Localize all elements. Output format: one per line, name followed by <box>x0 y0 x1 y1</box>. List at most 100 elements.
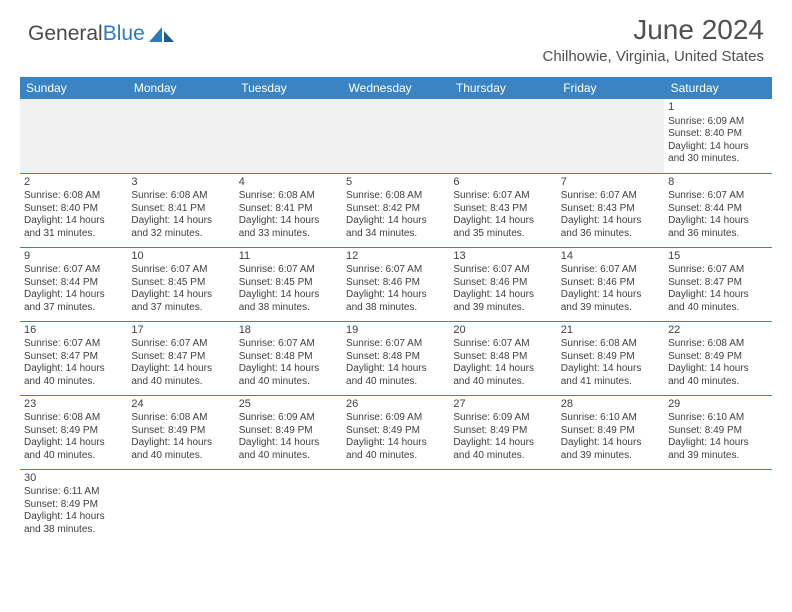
calendar-cell: 23Sunrise: 6:08 AMSunset: 8:49 PMDayligh… <box>20 395 127 469</box>
calendar-cell: 1Sunrise: 6:09 AMSunset: 8:40 PMDaylight… <box>664 99 771 173</box>
sunset-line: Sunset: 8:49 PM <box>561 351 660 364</box>
day-number: 29 <box>668 398 767 412</box>
sunset-line: Sunset: 8:40 PM <box>24 203 123 216</box>
calendar-cell: 16Sunrise: 6:07 AMSunset: 8:47 PMDayligh… <box>20 321 127 395</box>
calendar-cell <box>127 469 234 543</box>
header: GeneralBlue June 2024 Chilhowie, Virgini… <box>0 0 792 69</box>
daylight-line: Daylight: 14 hours and 38 minutes. <box>239 289 338 314</box>
weekday-header: Saturday <box>664 77 771 99</box>
calendar-cell: 6Sunrise: 6:07 AMSunset: 8:43 PMDaylight… <box>449 173 556 247</box>
sunrise-line: Sunrise: 6:09 AM <box>453 412 552 425</box>
calendar-cell: 27Sunrise: 6:09 AMSunset: 8:49 PMDayligh… <box>449 395 556 469</box>
calendar-cell <box>20 99 127 173</box>
daylight-line: Daylight: 14 hours and 40 minutes. <box>24 363 123 388</box>
day-number: 9 <box>24 250 123 264</box>
calendar-cell: 20Sunrise: 6:07 AMSunset: 8:48 PMDayligh… <box>449 321 556 395</box>
calendar-cell: 14Sunrise: 6:07 AMSunset: 8:46 PMDayligh… <box>557 247 664 321</box>
sunrise-line: Sunrise: 6:07 AM <box>24 338 123 351</box>
calendar-cell <box>235 469 342 543</box>
sunrise-line: Sunrise: 6:08 AM <box>239 190 338 203</box>
weekday-header: Tuesday <box>235 77 342 99</box>
sunset-line: Sunset: 8:49 PM <box>24 425 123 438</box>
calendar-cell: 17Sunrise: 6:07 AMSunset: 8:47 PMDayligh… <box>127 321 234 395</box>
sunrise-line: Sunrise: 6:09 AM <box>668 116 767 129</box>
calendar-cell: 11Sunrise: 6:07 AMSunset: 8:45 PMDayligh… <box>235 247 342 321</box>
daylight-line: Daylight: 14 hours and 40 minutes. <box>131 437 230 462</box>
calendar-cell: 18Sunrise: 6:07 AMSunset: 8:48 PMDayligh… <box>235 321 342 395</box>
sunrise-line: Sunrise: 6:07 AM <box>131 338 230 351</box>
sunrise-line: Sunrise: 6:10 AM <box>561 412 660 425</box>
sunset-line: Sunset: 8:49 PM <box>668 425 767 438</box>
sunset-line: Sunset: 8:40 PM <box>668 128 767 141</box>
calendar-cell: 25Sunrise: 6:09 AMSunset: 8:49 PMDayligh… <box>235 395 342 469</box>
calendar-cell: 2Sunrise: 6:08 AMSunset: 8:40 PMDaylight… <box>20 173 127 247</box>
sunrise-line: Sunrise: 6:11 AM <box>24 486 123 499</box>
daylight-line: Daylight: 14 hours and 40 minutes. <box>239 363 338 388</box>
sunset-line: Sunset: 8:49 PM <box>239 425 338 438</box>
calendar-cell: 29Sunrise: 6:10 AMSunset: 8:49 PMDayligh… <box>664 395 771 469</box>
sunset-line: Sunset: 8:43 PM <box>453 203 552 216</box>
sunset-line: Sunset: 8:45 PM <box>239 277 338 290</box>
sunset-line: Sunset: 8:48 PM <box>239 351 338 364</box>
sunset-line: Sunset: 8:47 PM <box>24 351 123 364</box>
calendar-cell: 24Sunrise: 6:08 AMSunset: 8:49 PMDayligh… <box>127 395 234 469</box>
calendar-cell <box>127 99 234 173</box>
calendar-cell: 22Sunrise: 6:08 AMSunset: 8:49 PMDayligh… <box>664 321 771 395</box>
calendar-week: 1Sunrise: 6:09 AMSunset: 8:40 PMDaylight… <box>20 99 772 173</box>
day-number: 22 <box>668 324 767 338</box>
day-number: 15 <box>668 250 767 264</box>
daylight-line: Daylight: 14 hours and 36 minutes. <box>561 215 660 240</box>
sunset-line: Sunset: 8:49 PM <box>561 425 660 438</box>
calendar-cell: 15Sunrise: 6:07 AMSunset: 8:47 PMDayligh… <box>664 247 771 321</box>
calendar-week: 23Sunrise: 6:08 AMSunset: 8:49 PMDayligh… <box>20 395 772 469</box>
calendar-cell <box>342 99 449 173</box>
day-number: 23 <box>24 398 123 412</box>
daylight-line: Daylight: 14 hours and 38 minutes. <box>346 289 445 314</box>
sunrise-line: Sunrise: 6:09 AM <box>239 412 338 425</box>
day-number: 14 <box>561 250 660 264</box>
calendar-week: 16Sunrise: 6:07 AMSunset: 8:47 PMDayligh… <box>20 321 772 395</box>
sunrise-line: Sunrise: 6:07 AM <box>561 190 660 203</box>
daylight-line: Daylight: 14 hours and 35 minutes. <box>453 215 552 240</box>
calendar-cell <box>235 99 342 173</box>
logo-text-2: Blue <box>103 22 145 46</box>
sunset-line: Sunset: 8:46 PM <box>346 277 445 290</box>
sunrise-line: Sunrise: 6:08 AM <box>131 412 230 425</box>
location: Chilhowie, Virginia, United States <box>542 48 764 65</box>
sunrise-line: Sunrise: 6:10 AM <box>668 412 767 425</box>
weekday-header: Friday <box>557 77 664 99</box>
calendar-cell: 12Sunrise: 6:07 AMSunset: 8:46 PMDayligh… <box>342 247 449 321</box>
calendar-cell <box>557 99 664 173</box>
day-number: 21 <box>561 324 660 338</box>
sunrise-line: Sunrise: 6:07 AM <box>453 338 552 351</box>
daylight-line: Daylight: 14 hours and 40 minutes. <box>239 437 338 462</box>
month-title: June 2024 <box>542 14 764 46</box>
calendar-cell <box>342 469 449 543</box>
day-number: 7 <box>561 176 660 190</box>
daylight-line: Daylight: 14 hours and 31 minutes. <box>24 215 123 240</box>
day-number: 12 <box>346 250 445 264</box>
daylight-line: Daylight: 14 hours and 40 minutes. <box>668 289 767 314</box>
sunset-line: Sunset: 8:47 PM <box>131 351 230 364</box>
sunset-line: Sunset: 8:49 PM <box>24 499 123 512</box>
day-number: 17 <box>131 324 230 338</box>
calendar-week: 30Sunrise: 6:11 AMSunset: 8:49 PMDayligh… <box>20 469 772 543</box>
daylight-line: Daylight: 14 hours and 38 minutes. <box>24 511 123 536</box>
weekday-header: Thursday <box>449 77 556 99</box>
sunset-line: Sunset: 8:48 PM <box>346 351 445 364</box>
sunrise-line: Sunrise: 6:08 AM <box>346 190 445 203</box>
calendar-cell: 4Sunrise: 6:08 AMSunset: 8:41 PMDaylight… <box>235 173 342 247</box>
calendar-cell <box>449 99 556 173</box>
sunrise-line: Sunrise: 6:07 AM <box>668 190 767 203</box>
day-number: 6 <box>453 176 552 190</box>
sunrise-line: Sunrise: 6:07 AM <box>239 338 338 351</box>
day-number: 8 <box>668 176 767 190</box>
sunrise-line: Sunrise: 6:07 AM <box>453 264 552 277</box>
day-number: 25 <box>239 398 338 412</box>
sunrise-line: Sunrise: 6:07 AM <box>453 190 552 203</box>
sunset-line: Sunset: 8:45 PM <box>131 277 230 290</box>
sunset-line: Sunset: 8:41 PM <box>131 203 230 216</box>
day-number: 1 <box>668 101 767 115</box>
daylight-line: Daylight: 14 hours and 41 minutes. <box>561 363 660 388</box>
logo-sail-icon <box>148 25 176 43</box>
